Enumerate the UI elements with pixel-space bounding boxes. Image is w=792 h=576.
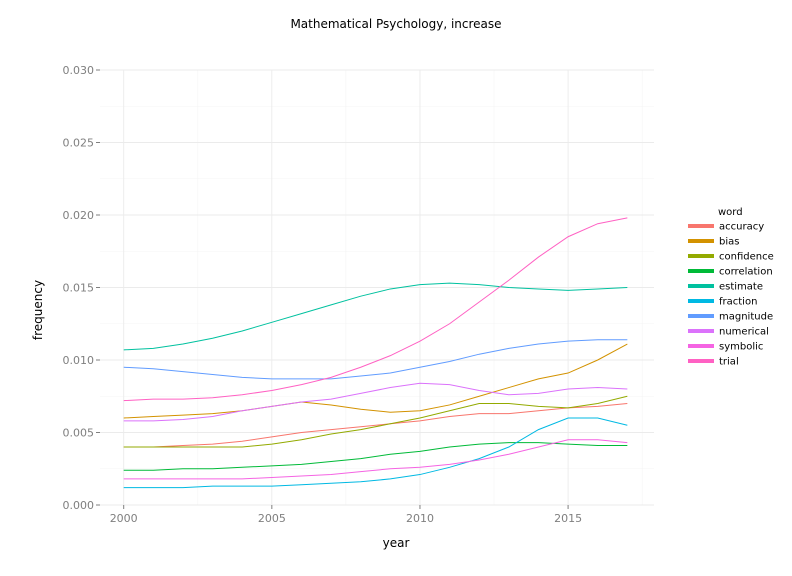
- y-tick-label: 0.015: [63, 282, 95, 295]
- legend-item: fraction: [688, 297, 757, 308]
- y-axis-title: frequency: [31, 280, 45, 340]
- legend-swatch: [688, 224, 714, 228]
- legend-item: symbolic: [688, 342, 763, 353]
- legend-label: symbolic: [719, 342, 763, 353]
- y-tick-label: 0.010: [63, 354, 95, 367]
- x-tick-label: 2015: [554, 512, 582, 525]
- legend-swatch: [688, 359, 714, 363]
- legend-label: numerical: [719, 327, 769, 338]
- series-group: [123, 217, 628, 489]
- legend-title: word: [718, 207, 743, 218]
- legend-swatch: [688, 299, 714, 303]
- y-axis: 0.000 0.005 0.010 0.015 0.020 0.025 0.030: [63, 64, 100, 512]
- x-axis: 2000 2005 2010 2015: [110, 505, 582, 525]
- legend-item: estimate: [688, 282, 763, 293]
- series-line-estimate: [123, 282, 628, 351]
- legend-swatch: [688, 329, 714, 333]
- chart-title: Mathematical Psychology, increase: [290, 17, 501, 31]
- legend-item: numerical: [688, 327, 769, 338]
- legend-label: bias: [719, 237, 739, 248]
- x-tick-label: 2000: [110, 512, 138, 525]
- legend-label: confidence: [719, 252, 774, 263]
- x-axis-title: year: [383, 536, 410, 550]
- legend: word accuracy bias confidence correlation es…: [688, 207, 774, 368]
- legend-label: estimate: [719, 282, 763, 293]
- legend-item: trial: [688, 357, 739, 368]
- series-line-symbolic: [123, 439, 628, 480]
- legend-swatch: [688, 284, 714, 288]
- legend-item: magnitude: [688, 312, 773, 323]
- series-line-numerical: [123, 382, 628, 422]
- series-line-bias: [123, 343, 628, 419]
- x-tick-label: 2005: [258, 512, 286, 525]
- legend-label: magnitude: [719, 312, 773, 323]
- series-line-trial: [123, 217, 628, 402]
- y-tick-label: 0.030: [63, 64, 95, 77]
- legend-swatch: [688, 254, 714, 258]
- legend-label: correlation: [719, 267, 773, 278]
- y-tick-label: 0.020: [63, 209, 95, 222]
- legend-items: accuracy bias confidence correlation estimat…: [688, 222, 774, 368]
- grid: [100, 69, 654, 506]
- legend-item: bias: [688, 237, 739, 248]
- legend-label: fraction: [719, 297, 757, 308]
- legend-swatch: [688, 239, 714, 243]
- series-line-magnitude: [123, 339, 628, 380]
- legend-label: trial: [719, 357, 739, 368]
- legend-swatch: [688, 314, 714, 318]
- legend-swatch: [688, 269, 714, 273]
- y-tick-label: 0.000: [63, 499, 95, 512]
- y-tick-label: 0.005: [63, 427, 95, 440]
- series-line-fraction: [123, 417, 628, 489]
- legend-item: correlation: [688, 267, 773, 278]
- legend-item: accuracy: [688, 222, 764, 233]
- series-line-accuracy: [123, 403, 628, 448]
- series-line-confidence: [123, 395, 628, 448]
- legend-item: confidence: [688, 252, 774, 263]
- legend-swatch: [688, 344, 714, 348]
- series-line-correlation: [123, 442, 628, 471]
- x-tick-label: 2010: [406, 512, 434, 525]
- legend-label: accuracy: [719, 222, 764, 233]
- y-tick-label: 0.025: [63, 137, 95, 150]
